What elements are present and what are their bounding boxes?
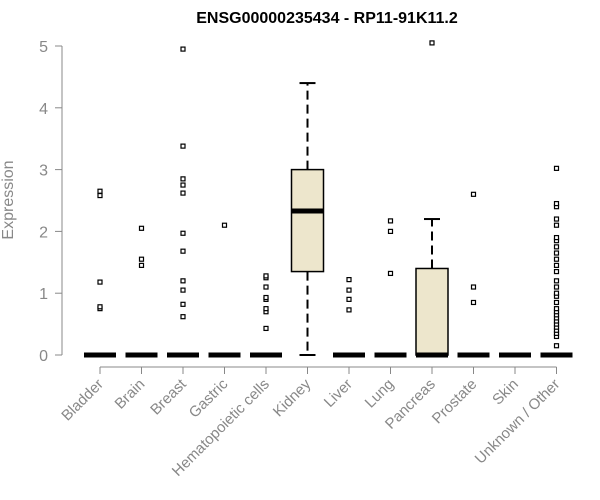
outlier-point xyxy=(553,290,560,296)
x-tick-label: Liver xyxy=(321,376,356,411)
outlier-point xyxy=(553,256,560,262)
box-brain xyxy=(125,225,158,358)
x-tick-label: Lung xyxy=(362,376,398,412)
outlier-point xyxy=(346,287,352,293)
y-tick-label: 3 xyxy=(39,163,48,180)
outlier-point xyxy=(263,325,269,332)
box-kidney xyxy=(290,82,325,356)
outlier-point xyxy=(180,278,186,284)
box-bladder xyxy=(84,188,116,358)
outlier-point xyxy=(553,222,560,228)
outlier-point xyxy=(387,270,394,277)
outlier-point xyxy=(470,299,477,306)
x-tick-label: Skin xyxy=(489,376,522,409)
outlier-point xyxy=(138,225,145,231)
outlier-point xyxy=(553,200,560,207)
box-gastric xyxy=(208,222,241,358)
outlier-point xyxy=(553,165,560,171)
box-lung xyxy=(374,218,407,358)
y-tick-label: 1 xyxy=(39,286,48,303)
outlier-point xyxy=(346,307,352,313)
outlier-point xyxy=(180,143,186,149)
box-iqr xyxy=(290,168,325,273)
boxes-layer xyxy=(84,40,573,358)
box-prostate xyxy=(457,191,490,358)
outlier-point xyxy=(553,278,560,284)
outlier-point xyxy=(553,299,560,306)
outlier-point xyxy=(97,279,103,285)
outlier-point xyxy=(553,343,560,349)
outlier-point xyxy=(180,287,186,293)
x-tick-label: Prostate xyxy=(429,376,481,428)
outlier-point xyxy=(180,46,186,52)
x-tick-label: Brain xyxy=(112,376,149,413)
outlier-point xyxy=(553,268,560,275)
outlier-point xyxy=(180,314,186,320)
outlier-point xyxy=(97,188,103,194)
outlier-point xyxy=(387,228,394,234)
outlier-point xyxy=(97,192,103,199)
outlier-point xyxy=(346,277,352,283)
outlier-point xyxy=(470,284,477,290)
y-axis-title: Expression xyxy=(0,160,17,239)
x-tick-label: Bladder xyxy=(58,376,107,425)
outlier-point xyxy=(180,230,186,236)
box-breast xyxy=(167,46,199,358)
outlier-point xyxy=(180,190,186,196)
outlier-point xyxy=(553,306,560,312)
outlier-point xyxy=(429,40,435,46)
outlier-point xyxy=(138,262,145,268)
box-liver xyxy=(333,277,365,358)
outlier-point xyxy=(263,273,269,279)
box-pancreas xyxy=(415,40,449,358)
box-iqr xyxy=(415,267,449,356)
y-tick-label: 4 xyxy=(39,101,48,118)
outlier-point xyxy=(180,248,186,254)
box-unknown-other xyxy=(540,165,573,358)
outlier-point xyxy=(553,244,560,250)
outlier-point xyxy=(138,256,145,262)
outlier-point xyxy=(180,301,186,307)
outlier-point xyxy=(97,304,103,310)
outlier-point xyxy=(387,218,394,224)
x-tick-label: Kidney xyxy=(270,375,315,420)
outlier-point xyxy=(180,182,186,188)
outlier-point xyxy=(553,284,560,290)
outlier-point xyxy=(553,234,560,241)
outlier-point xyxy=(263,306,269,312)
outlier-point xyxy=(180,176,186,182)
y-tick-label: 5 xyxy=(39,39,48,56)
outlier-point xyxy=(553,262,560,268)
outlier-point xyxy=(470,191,477,197)
outlier-point xyxy=(553,250,560,256)
chart-title: ENSG00000235434 - RP11-91K11.2 xyxy=(196,10,458,27)
box-hematopoietic-cells xyxy=(250,273,282,358)
outlier-point xyxy=(346,296,352,302)
y-tick-label: 2 xyxy=(39,224,48,241)
outlier-point xyxy=(553,216,560,222)
y-axis: 0 1 2 3 4 5 xyxy=(39,39,63,365)
outlier-point xyxy=(221,222,228,228)
outlier-point xyxy=(263,284,269,290)
outlier-point xyxy=(263,294,269,301)
x-tick-label: Breast xyxy=(147,375,190,418)
y-tick-label: 0 xyxy=(39,348,48,365)
